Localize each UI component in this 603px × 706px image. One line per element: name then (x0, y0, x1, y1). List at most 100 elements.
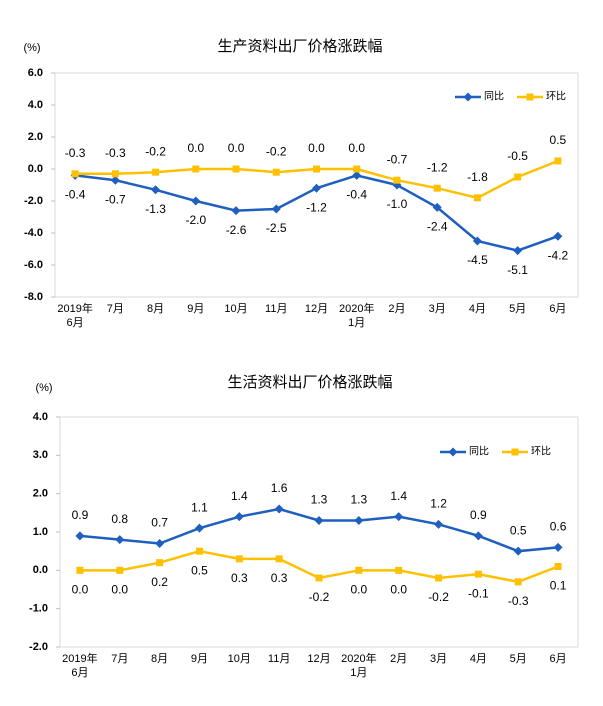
marker (195, 547, 203, 555)
marker (151, 185, 161, 195)
y-tick-label: 0.0 (33, 564, 48, 576)
value-label: 0.7 (151, 516, 168, 530)
marker (473, 194, 481, 202)
marker (191, 196, 201, 206)
y-tick-label: -2.0 (29, 641, 48, 653)
x-tick-label: 9月 (187, 303, 205, 315)
chart-title: 生产资料出厂价格涨跌幅 (217, 38, 382, 55)
x-tick-label: 2019年 6月 (57, 303, 93, 329)
y-tick-label: 3.0 (33, 449, 48, 461)
y-tick-label: -4.0 (24, 227, 43, 239)
y-tick-label: -6.0 (24, 259, 43, 271)
y-tick-label: -1.0 (29, 603, 48, 615)
marker (511, 448, 519, 456)
x-tick-label: 3月 (428, 303, 446, 315)
value-label: -4.2 (548, 248, 569, 262)
marker (314, 516, 324, 525)
x-tick-label: 11月 (265, 303, 288, 315)
value-label: 0.0 (308, 141, 325, 155)
value-label: 0.3 (271, 571, 288, 585)
x-tick-label: 2019年 6月 (62, 653, 98, 679)
x-tick-label: 8月 (151, 653, 169, 665)
value-label: 0.9 (470, 508, 487, 522)
marker (271, 204, 281, 214)
value-label: -0.3 (65, 146, 86, 160)
marker (513, 246, 523, 256)
marker (514, 578, 522, 586)
y-tick-label: 4.0 (28, 99, 43, 111)
marker (71, 170, 79, 178)
value-label: 0.0 (72, 583, 89, 597)
marker (554, 157, 562, 165)
marker (194, 523, 204, 533)
marker (432, 202, 442, 212)
value-label: -2.0 (185, 213, 206, 227)
marker (393, 176, 401, 184)
value-label: 0.8 (111, 512, 128, 526)
marker (76, 566, 84, 574)
marker (152, 168, 160, 176)
x-tick-label: 10月 (224, 303, 248, 315)
value-label: 1.3 (311, 493, 328, 507)
plot-frame (59, 416, 579, 648)
marker (553, 231, 563, 241)
value-label: 0.3 (231, 571, 248, 585)
x-tick-label: 9月 (190, 653, 209, 665)
x-tick-label: 2月 (390, 653, 408, 665)
marker (352, 170, 362, 180)
value-label: 1.3 (351, 493, 368, 507)
value-label: -0.2 (309, 590, 330, 604)
value-label: -0.3 (105, 146, 126, 160)
y-tick-label: 0.0 (28, 163, 43, 175)
x-tick-label: 3月 (429, 653, 448, 665)
x-tick-label: 7月 (106, 303, 124, 315)
value-label: -0.5 (507, 149, 528, 163)
value-label: -0.2 (145, 144, 166, 158)
x-tick-label: 5月 (509, 653, 527, 665)
marker (315, 574, 323, 582)
marker (353, 165, 361, 173)
value-label: -2.5 (266, 221, 287, 235)
value-label: -1.3 (145, 202, 166, 216)
marker (394, 512, 404, 522)
marker (473, 531, 483, 541)
legend-label: 同比 (484, 91, 504, 103)
marker (553, 542, 563, 552)
y-tick-label: 2.0 (33, 488, 48, 500)
value-label: 0.5 (550, 133, 567, 147)
x-tick-label: 2020年 1月 (338, 303, 375, 329)
x-tick-label: 7月 (111, 653, 129, 665)
marker (274, 504, 284, 514)
value-label: 0.0 (351, 583, 368, 597)
value-label: -4.5 (467, 253, 488, 267)
value-label: 0.0 (228, 141, 245, 155)
y-tick-label: 1.0 (33, 526, 48, 538)
marker (463, 92, 473, 102)
value-label: -2.4 (427, 220, 448, 234)
marker (75, 531, 85, 541)
marker (235, 555, 243, 563)
legend-label: 环比 (531, 446, 551, 458)
unit-label: (%) (35, 382, 52, 394)
legend-label: 环比 (546, 91, 566, 103)
x-tick-label: 8月 (147, 303, 165, 315)
value-label: 0.5 (191, 563, 208, 577)
marker (156, 559, 164, 567)
x-tick-label: 10月 (227, 653, 251, 665)
value-label: 0.0 (390, 583, 407, 597)
value-label: -1.8 (467, 170, 488, 184)
value-label: -0.4 (65, 188, 86, 202)
marker (234, 512, 244, 522)
value-label: 0.0 (348, 141, 365, 155)
marker (110, 175, 120, 185)
marker (514, 173, 522, 181)
marker (155, 539, 165, 548)
marker (111, 170, 119, 178)
marker (448, 447, 458, 457)
value-label: 1.6 (271, 481, 288, 495)
value-label: 0.9 (72, 508, 89, 522)
marker (474, 570, 482, 578)
value-label: -0.4 (346, 188, 367, 202)
x-tick-label: 11月 (267, 653, 291, 665)
chart-1: 生产资料出厂价格涨跌幅 (%) -8.0 -6.0 -4.0 -2.0 0.0 2.0 4.0 6… (23, 38, 579, 329)
